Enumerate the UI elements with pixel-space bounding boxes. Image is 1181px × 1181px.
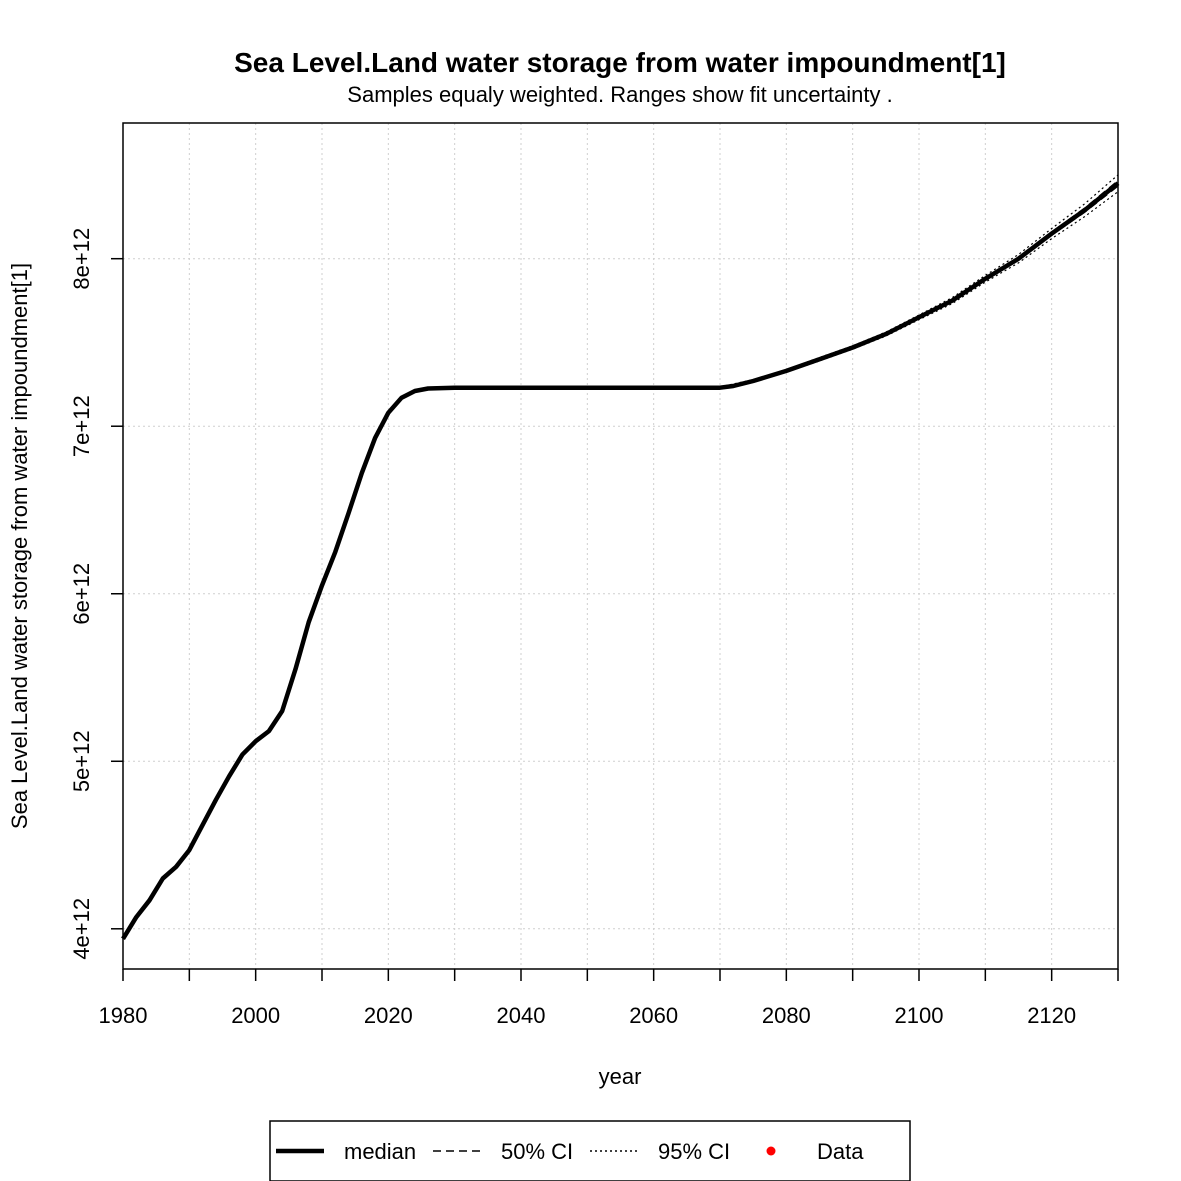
x-tick-label: 2100 bbox=[895, 1003, 944, 1028]
grid bbox=[123, 123, 1118, 969]
x-tick-label: 1980 bbox=[99, 1003, 148, 1028]
x-tick-label: 2000 bbox=[231, 1003, 280, 1028]
legend-median-label: median bbox=[344, 1139, 416, 1164]
y-tick-label: 7e+12 bbox=[69, 395, 94, 457]
x-tick-label: 2040 bbox=[497, 1003, 546, 1028]
y-axis-label: Sea Level.Land water storage from water … bbox=[7, 263, 32, 829]
ci50-lower-line bbox=[719, 185, 1119, 389]
median-line bbox=[121, 181, 1120, 940]
legend-ci50-label: 50% CI bbox=[501, 1139, 573, 1164]
chart-title: Sea Level.Land water storage from water … bbox=[234, 47, 1006, 78]
x-axis-label: year bbox=[599, 1064, 642, 1089]
legend-ci95-label: 95% CI bbox=[658, 1139, 730, 1164]
y-axis: 4e+12 5e+12 6e+12 7e+12 8e+12 bbox=[69, 228, 123, 960]
y-tick-label: 8e+12 bbox=[69, 228, 94, 290]
y-tick-label: 5e+12 bbox=[69, 730, 94, 792]
y-tick-label: 4e+12 bbox=[69, 898, 94, 960]
legend-data-swatch bbox=[766, 1146, 776, 1156]
legend-data-label: Data bbox=[817, 1139, 864, 1164]
x-tick-label: 2120 bbox=[1027, 1003, 1076, 1028]
x-tick-label: 2020 bbox=[364, 1003, 413, 1028]
x-tick-label: 2080 bbox=[762, 1003, 811, 1028]
chart-subtitle: Samples equaly weighted. Ranges show fit… bbox=[347, 82, 892, 107]
plot-frame bbox=[122, 122, 1119, 970]
legend: median 50% CI 95% CI Data bbox=[269, 1120, 911, 1181]
ci95-upper-line bbox=[719, 174, 1119, 388]
x-tick-label: 2060 bbox=[629, 1003, 678, 1028]
x-axis: 1980 2000 2020 2040 2060 2080 2100 2120 bbox=[99, 969, 1119, 1028]
series-layer bbox=[121, 174, 1120, 940]
y-tick-label: 6e+12 bbox=[69, 563, 94, 625]
